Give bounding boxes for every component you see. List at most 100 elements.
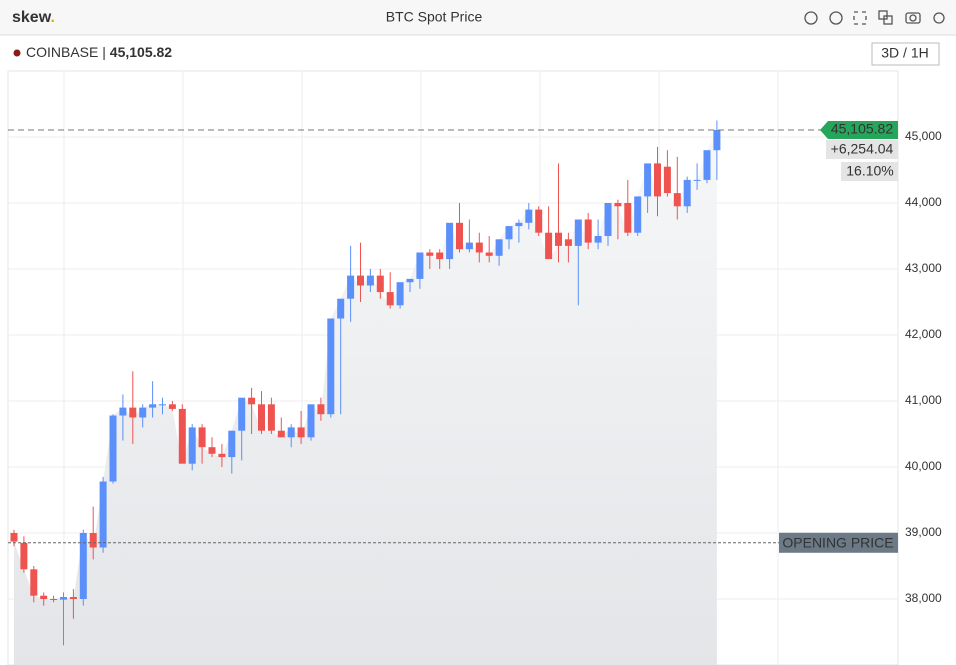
- last-price-tag: [820, 121, 898, 140]
- candle-body: [693, 179, 701, 181]
- candle-body: [535, 209, 543, 233]
- plot-frame: [7, 70, 899, 665]
- candle-body: [505, 226, 513, 240]
- candle-body: [20, 542, 28, 570]
- candle-body: [515, 222, 523, 227]
- logo: skew.: [12, 9, 55, 26]
- opening-price-tag: [779, 532, 898, 553]
- candle-body: [604, 203, 612, 236]
- candle-body: [159, 404, 166, 406]
- candle-body: [248, 397, 256, 405]
- change-box: [826, 140, 898, 160]
- plot: [8, 120, 898, 665]
- candle-body: [307, 404, 315, 438]
- candle-body: [287, 427, 295, 438]
- candle-body: [475, 242, 483, 253]
- candle-body: [188, 427, 196, 464]
- candle-body: [396, 282, 404, 306]
- candle-body: [574, 219, 582, 246]
- candle-body: [426, 252, 434, 256]
- candle-body: [654, 163, 661, 197]
- y-tick-label: 43,000: [905, 261, 942, 275]
- candle-body: [634, 196, 642, 233]
- chart-title: BTC Spot Price: [386, 9, 483, 25]
- candle-body: [89, 533, 97, 548]
- candle-body: [366, 275, 374, 286]
- candle-body: [208, 447, 216, 454]
- change-pct-label: 16.10%: [846, 163, 893, 179]
- candle-body: [327, 318, 335, 415]
- candle-body: [99, 481, 107, 548]
- price-area: [14, 130, 717, 665]
- candle-body: [277, 430, 285, 438]
- candle-body: [644, 163, 652, 197]
- candle-body: [525, 209, 533, 223]
- candle-body: [386, 292, 394, 306]
- candle-body: [317, 404, 325, 415]
- y-tick-label: 38,000: [905, 591, 942, 605]
- candle-body: [10, 533, 18, 542]
- change-pct-box: [841, 162, 898, 182]
- candle-body: [465, 242, 473, 250]
- interval-label: 3D / 1H: [881, 45, 928, 61]
- candle-body: [50, 599, 58, 600]
- candle-body: [683, 179, 691, 207]
- candle-body: [357, 275, 364, 286]
- y-tick-label: 45,000: [905, 129, 942, 143]
- candle-body: [456, 222, 463, 250]
- candle-body: [555, 232, 562, 246]
- candle-body: [119, 407, 127, 416]
- candle-body: [376, 275, 384, 293]
- candle-body: [267, 404, 275, 431]
- candle-body: [347, 275, 355, 299]
- candle-body: [673, 193, 681, 207]
- last-price-label: 45,105.82: [831, 121, 893, 137]
- candle-body: [139, 407, 147, 418]
- toolbar-icons[interactable]: [804, 10, 945, 25]
- candle-body: [624, 203, 632, 233]
- y-tick-label: 40,000: [905, 459, 942, 473]
- candle-body: [594, 236, 602, 243]
- candle-body: [228, 430, 236, 458]
- candle-body: [258, 404, 265, 431]
- exchange-dot: [13, 49, 21, 57]
- candle-body: [238, 397, 246, 431]
- candle-body: [79, 533, 87, 599]
- candle-body: [416, 252, 424, 279]
- overlay: 38,000 39,000 40,000 41,000 42,000 43,000 44,0…: [8, 121, 942, 605]
- candle-body: [564, 239, 572, 246]
- candle-body: [436, 252, 444, 260]
- opening-price-label: OPENING PRICE: [782, 534, 893, 550]
- y-tick-label: 41,000: [905, 393, 942, 407]
- y-tick-label: 42,000: [905, 327, 942, 341]
- candle-body: [584, 219, 592, 243]
- interval-button[interactable]: [871, 42, 940, 66]
- candle-body: [485, 252, 493, 256]
- candle-body: [40, 595, 48, 599]
- candle-body: [178, 408, 186, 464]
- y-tick-label: 44,000: [905, 195, 942, 209]
- candle-body: [703, 150, 711, 180]
- candle-body: [406, 278, 414, 283]
- candle-body: [60, 597, 67, 600]
- candle-body: [446, 222, 454, 260]
- candle-body: [69, 597, 77, 599]
- candle-body: [129, 407, 137, 418]
- candle-body: [297, 427, 305, 438]
- candle-body: [495, 239, 503, 256]
- candle-body: [218, 453, 226, 458]
- exchange: COINBASE | 45,105.82: [26, 44, 172, 60]
- candle-body: [168, 404, 176, 409]
- candle-body: [337, 298, 345, 319]
- y-tick-label: 39,000: [905, 525, 942, 539]
- candle-body: [198, 427, 206, 448]
- candle-body: [109, 415, 117, 482]
- header-bar: [0, 0, 956, 35]
- change-label: +6,254.04: [831, 141, 894, 157]
- candle-body: [614, 203, 622, 207]
- candle-body: [545, 232, 553, 260]
- candle-body: [30, 569, 38, 596]
- candle-body: [663, 166, 671, 194]
